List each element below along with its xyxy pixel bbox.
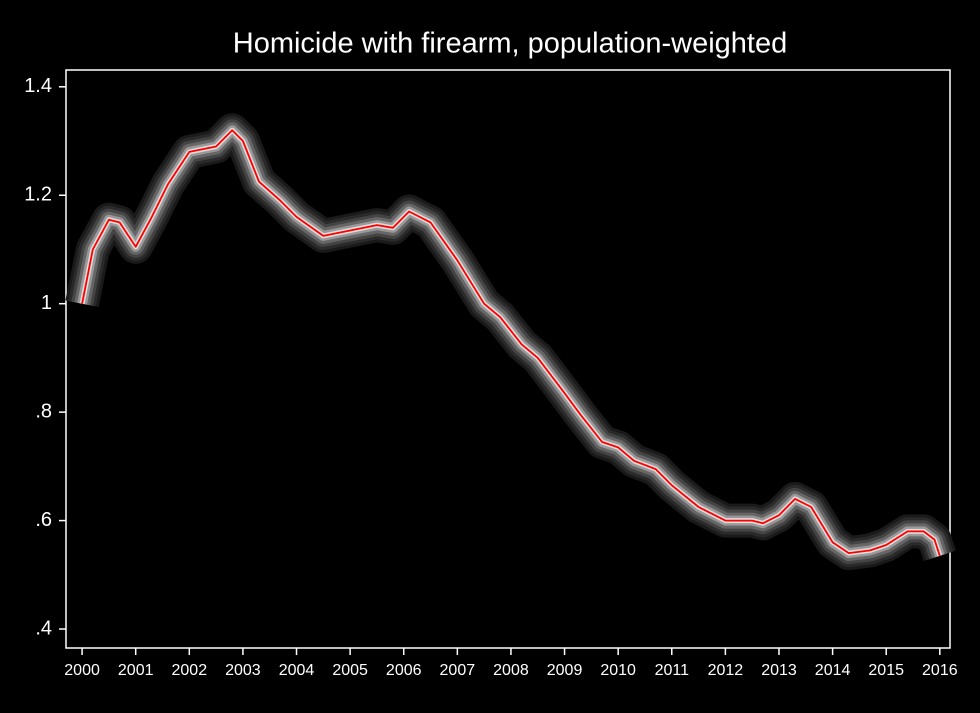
y-tick-label: 1.2	[24, 184, 52, 206]
x-tick-label: 2008	[493, 662, 529, 679]
x-tick-label: 2012	[708, 662, 744, 679]
chart-title: Homicide with firearm, population-weight…	[233, 28, 787, 60]
line	[81, 129, 941, 557]
x-tick-label: 2014	[815, 662, 851, 679]
y-tick-label: 1.4	[24, 75, 52, 97]
x-tick-label: 2005	[332, 662, 368, 679]
y-tick-label: .8	[35, 400, 52, 422]
x-tick-label: 2006	[386, 662, 422, 679]
x-tick-label: 2002	[172, 662, 208, 679]
plot-frame	[65, 69, 951, 649]
x-tick-label: 2003	[225, 662, 261, 679]
x-tick-label: 2007	[440, 662, 476, 679]
x-tick-label: 2010	[600, 662, 636, 679]
y-tick-label: 1	[41, 292, 52, 314]
x-tick-label: 2015	[868, 662, 904, 679]
x-tick-label: 2013	[761, 662, 797, 679]
x-tick-label: 2004	[279, 662, 315, 679]
x-tick-label: 2011	[655, 662, 690, 679]
x-tick-label: 2001	[118, 662, 154, 679]
x-tick-label: 2009	[547, 662, 583, 679]
y-tick-label: .6	[35, 509, 52, 531]
x-tick-label: 2016	[922, 662, 958, 679]
y-tick-label: .4	[35, 617, 52, 639]
x-tick-label: 2000	[64, 662, 100, 679]
